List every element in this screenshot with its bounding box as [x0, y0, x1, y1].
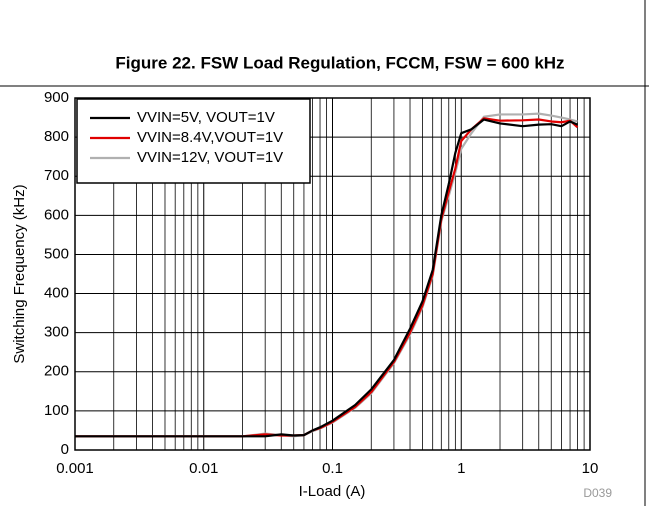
data-line — [75, 117, 579, 438]
y-tick-label: 0 — [61, 441, 69, 458]
y-tick-label: 500 — [44, 245, 69, 262]
y-tick-label: 200 — [44, 363, 69, 380]
y-tick-label: 700 — [44, 167, 69, 184]
x-tick-label: 0.01 — [189, 460, 218, 477]
plot-border — [74, 97, 591, 451]
x-tick-label: 0.1 — [322, 460, 343, 477]
chart-title: Figure 22. FSW Load Regulation, FCCM, FS… — [115, 53, 564, 72]
x-axis-label: I-Load (A) — [299, 483, 366, 500]
data-line — [75, 118, 578, 438]
x-tick-label: 0.001 — [56, 460, 94, 477]
x-tick-label: 10 — [582, 460, 599, 477]
y-tick-label: 800 — [44, 128, 69, 145]
legend-label: VVIN=12V, VOUT=1V — [137, 149, 283, 166]
legend-label: VVIN=8.4V,VOUT=1V — [137, 129, 283, 146]
y-axis-label: Switching Frequency (kHz) — [11, 184, 28, 363]
y-tick-label: 900 — [44, 89, 69, 106]
footnote: D039 — [583, 486, 612, 500]
y-tick-label: 400 — [44, 285, 69, 302]
legend-box — [76, 98, 311, 184]
legend-label: VVIN=5V, VOUT=1V — [137, 109, 275, 126]
y-tick-label: 600 — [44, 206, 69, 223]
y-tick-label: 300 — [44, 324, 69, 341]
y-tick-label: 100 — [44, 402, 69, 419]
x-tick-label: 1 — [457, 460, 465, 477]
